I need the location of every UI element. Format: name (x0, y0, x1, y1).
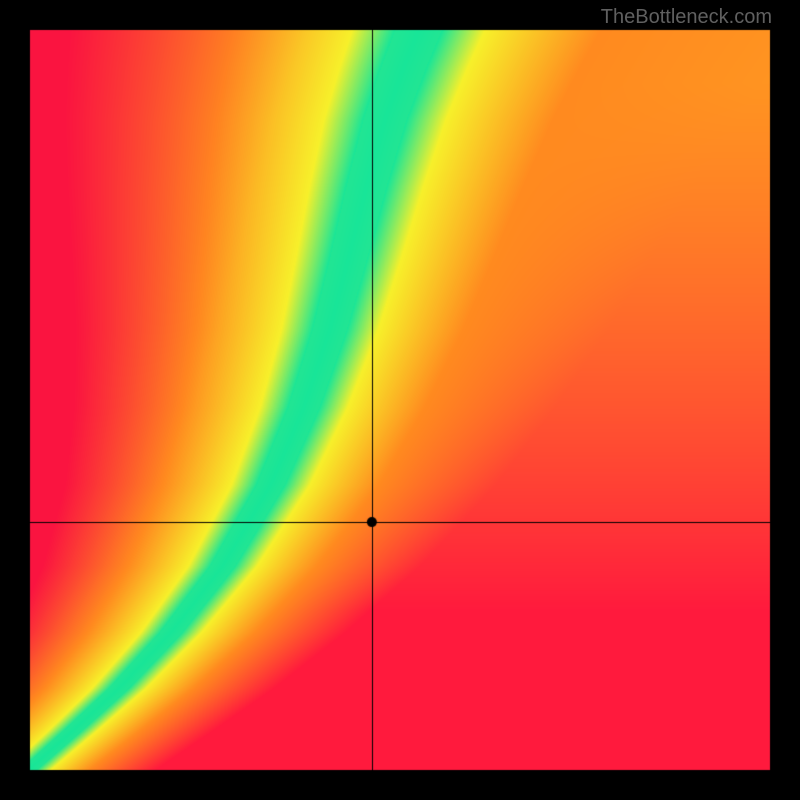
heatmap-canvas (0, 0, 800, 800)
watermark-text: TheBottleneck.com (601, 6, 772, 29)
chart-container: TheBottleneck.com (0, 0, 800, 800)
